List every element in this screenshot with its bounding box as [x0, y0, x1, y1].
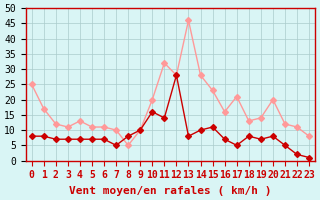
X-axis label: Vent moyen/en rafales ( km/h ): Vent moyen/en rafales ( km/h ) — [69, 186, 272, 196]
